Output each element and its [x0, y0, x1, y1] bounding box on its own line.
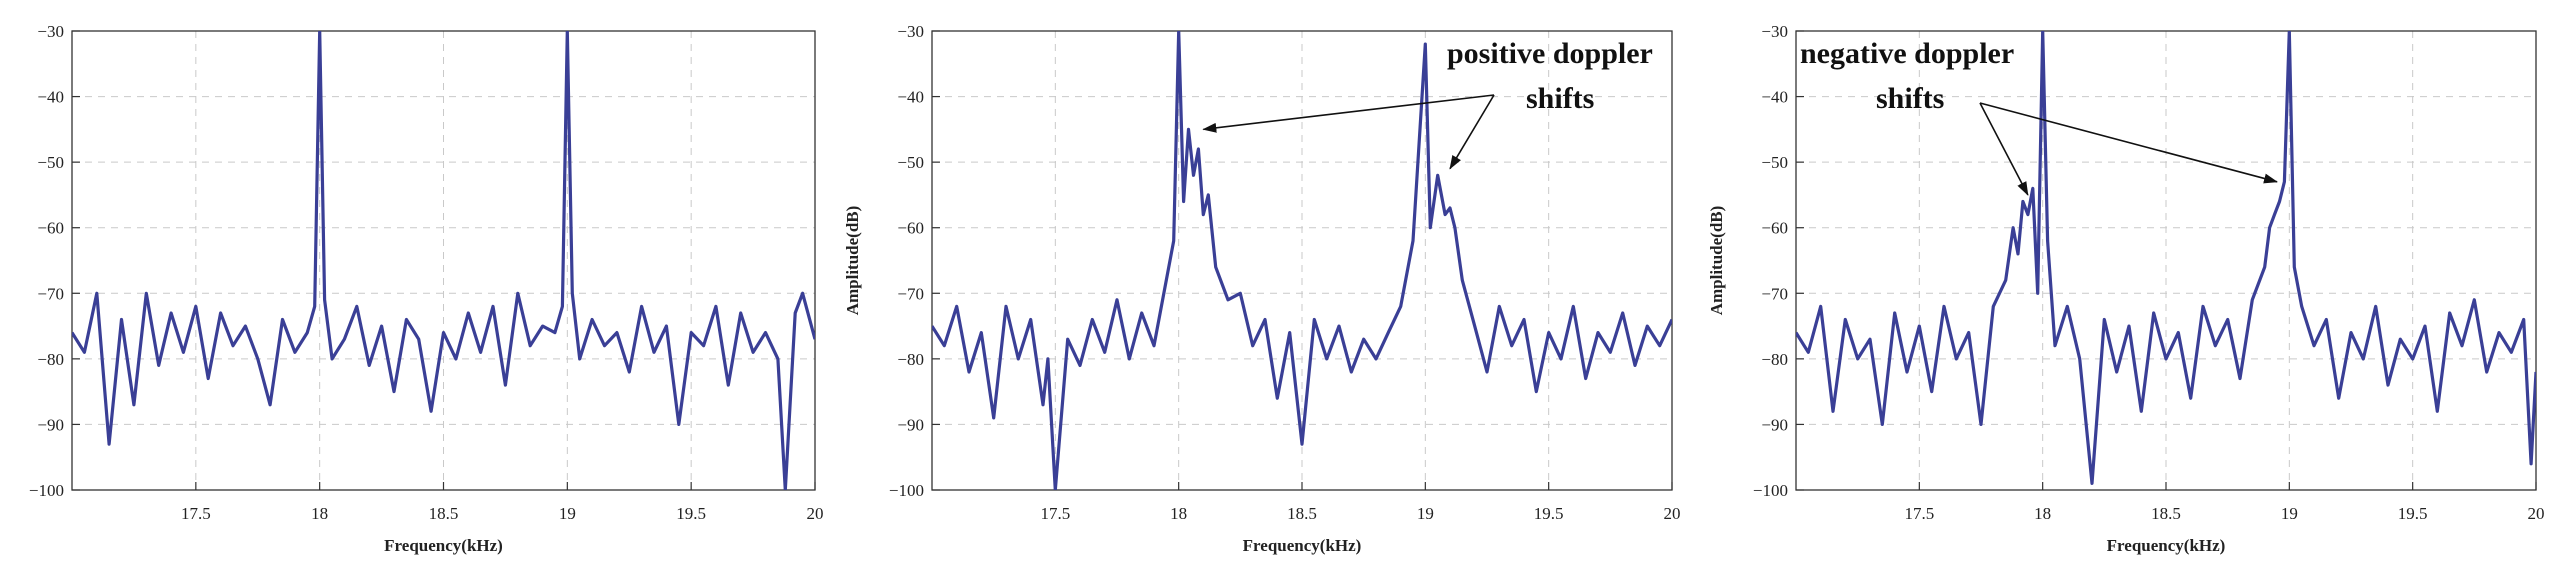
spectrum-series-line [1796, 31, 2536, 485]
y-tick-label: −50 [1761, 153, 1788, 172]
x-tick-label: 19.5 [1534, 504, 1564, 523]
annotation-arrow [1202, 94, 1495, 133]
x-tick-label: 19 [2281, 504, 2298, 523]
spectrum-series-line [932, 31, 1672, 490]
annotation-text: shifts [1526, 82, 1594, 115]
y-tick-label: −80 [37, 350, 64, 369]
annotation-text: positive doppler [1447, 37, 1653, 70]
annotation-text: shifts [1876, 82, 1944, 115]
y-tick-label: −50 [897, 153, 924, 172]
y-tick-label: −30 [1761, 22, 1788, 41]
spectrum-series-line [72, 31, 815, 490]
y-tick-label: −40 [37, 88, 64, 107]
y-tick-label: −60 [1761, 219, 1788, 238]
y-tick-label: −70 [37, 284, 64, 303]
x-tick-label: 18.5 [1287, 504, 1317, 523]
y-tick-label: −90 [1761, 415, 1788, 434]
x-tick-label: 17.5 [181, 504, 211, 523]
x-tick-label: 19 [559, 504, 576, 523]
x-axis-title: Frequency(kHz) [2107, 536, 2226, 555]
x-tick-label: 18 [1170, 504, 1187, 523]
chart-panel-2: 17.5 18 18.5 19 19.5 20 −30 −40 −50 −60 −70 −80 −90 −… [843, 22, 1681, 555]
y-axis-title: Amplitude(dB) [843, 206, 862, 316]
annotation-arrow [1979, 102, 2029, 196]
x-tick-label: 18.5 [2151, 504, 2181, 523]
x-tick-label: 19.5 [676, 504, 706, 523]
x-tick-label: 20 [807, 504, 824, 523]
x-tick-label: 18 [311, 504, 328, 523]
x-axis-title: Frequency(kHz) [384, 536, 503, 555]
x-tick-label: 20 [2528, 504, 2545, 523]
chart-panel-3: 17.5 18 18.5 19 19.5 20 −30 −40 −50 −60 −70 −80 −90 −… [1707, 22, 2545, 555]
annotation-arrow [1979, 102, 2278, 184]
y-tick-label: −100 [29, 481, 64, 500]
y-tick-label: −80 [1761, 350, 1788, 369]
y-tick-label: −50 [37, 153, 64, 172]
y-tick-label: −90 [37, 415, 64, 434]
y-tick-label: −80 [897, 350, 924, 369]
annotation-text: negative doppler [1800, 37, 2014, 70]
y-tick-label: −90 [897, 415, 924, 434]
x-tick-label: 18 [2034, 504, 2051, 523]
y-tick-label: −30 [897, 22, 924, 41]
y-tick-label: −60 [37, 219, 64, 238]
y-tick-label: −40 [897, 88, 924, 107]
y-axis-title: Amplitude(dB) [1707, 206, 1726, 316]
y-tick-label: −40 [1761, 88, 1788, 107]
x-tick-label: 19 [1417, 504, 1434, 523]
y-tick-label: −70 [1761, 284, 1788, 303]
y-tick-label: −30 [37, 22, 64, 41]
y-tick-label: −100 [1753, 481, 1788, 500]
x-tick-label: 19.5 [2398, 504, 2428, 523]
x-axis-title: Frequency(kHz) [1243, 536, 1362, 555]
x-tick-label: 18.5 [429, 504, 459, 523]
x-tick-label: 17.5 [1040, 504, 1070, 523]
chart-panel-1: 17.5 18 18.5 19 19.5 20 −30 −40 −50 −60 −70 −80 −90 −… [29, 22, 824, 555]
x-tick-label: 17.5 [1904, 504, 1934, 523]
x-tick-label: 20 [1664, 504, 1681, 523]
y-tick-label: −60 [897, 219, 924, 238]
annotation-arrow [1449, 94, 1495, 170]
y-tick-label: −70 [897, 284, 924, 303]
y-tick-label: −100 [889, 481, 924, 500]
